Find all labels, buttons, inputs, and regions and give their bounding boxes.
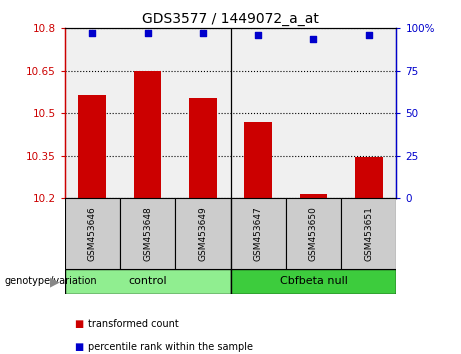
Text: GSM453646: GSM453646 bbox=[88, 206, 97, 261]
Text: genotype/variation: genotype/variation bbox=[5, 276, 97, 286]
Bar bbox=[230, 198, 286, 269]
Bar bbox=[65, 198, 120, 269]
Bar bbox=[355, 157, 383, 198]
Text: GDS3577 / 1449072_a_at: GDS3577 / 1449072_a_at bbox=[142, 12, 319, 27]
Text: Cbfbeta null: Cbfbeta null bbox=[279, 276, 348, 286]
Point bbox=[310, 36, 317, 41]
Point bbox=[254, 32, 262, 38]
Bar bbox=[175, 198, 230, 269]
Bar bbox=[230, 269, 396, 294]
Bar bbox=[244, 122, 272, 198]
Text: GSM453648: GSM453648 bbox=[143, 206, 152, 261]
Bar bbox=[300, 194, 327, 198]
Text: ▶: ▶ bbox=[50, 275, 60, 288]
Bar bbox=[341, 198, 396, 269]
Text: ■: ■ bbox=[74, 319, 83, 329]
Point bbox=[365, 32, 372, 38]
Text: ■: ■ bbox=[74, 342, 83, 352]
Text: transformed count: transformed count bbox=[88, 319, 178, 329]
Bar bbox=[120, 198, 175, 269]
Bar bbox=[286, 198, 341, 269]
Bar bbox=[65, 269, 230, 294]
Text: percentile rank within the sample: percentile rank within the sample bbox=[88, 342, 253, 352]
Text: GSM453651: GSM453651 bbox=[364, 206, 373, 261]
Text: GSM453650: GSM453650 bbox=[309, 206, 318, 261]
Point bbox=[89, 30, 96, 36]
Text: GSM453647: GSM453647 bbox=[254, 206, 263, 261]
Point bbox=[199, 30, 207, 36]
Text: GSM453649: GSM453649 bbox=[198, 206, 207, 261]
Bar bbox=[78, 95, 106, 198]
Text: control: control bbox=[128, 276, 167, 286]
Bar bbox=[189, 98, 217, 198]
Bar bbox=[134, 72, 161, 198]
Point bbox=[144, 30, 151, 36]
